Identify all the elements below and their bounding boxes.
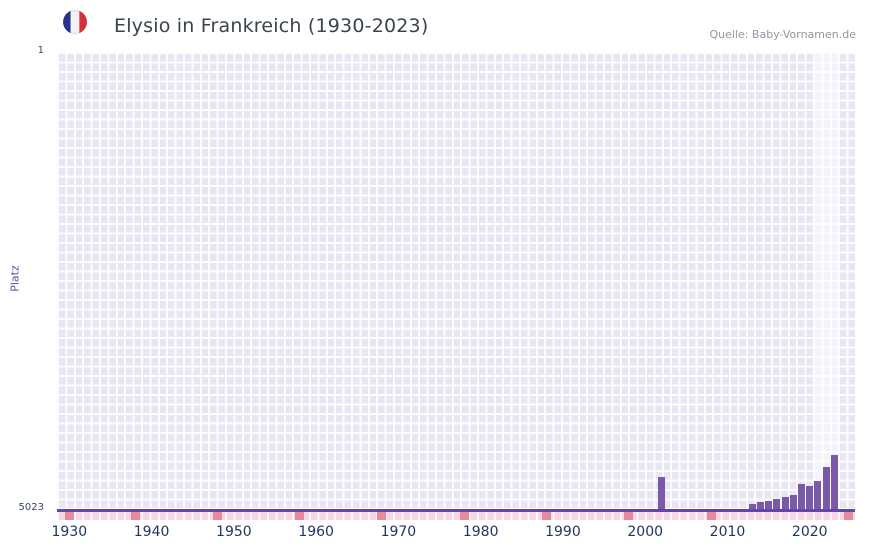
x-axis-ticks: 1930 1940 1950 1960 1970 1980 1990 2000 2010 2020 (52, 524, 855, 544)
strip-mark (130, 512, 140, 520)
rank-bar-2014[interactable] (756, 501, 764, 510)
x-axis-line (57, 509, 855, 512)
x-tick-label: 2000 (627, 524, 664, 540)
rank-bar-2023[interactable] (830, 455, 838, 510)
rank-bar-2002[interactable] (658, 476, 666, 510)
rank-bar-2013[interactable] (748, 503, 756, 510)
x-tick-label: 1970 (380, 524, 417, 540)
x-tick-label: 1950 (216, 524, 252, 540)
strip-mark (212, 512, 222, 520)
strip-mark (706, 512, 716, 520)
rank-bar-2020[interactable] (806, 486, 814, 510)
y-tick-top: 1 (37, 45, 44, 56)
strip-mark (541, 512, 551, 520)
x-tick-label: 1990 (545, 524, 581, 540)
bottom-strip (57, 512, 855, 520)
strip-mark (459, 512, 469, 520)
france-flag-icon (62, 9, 88, 35)
x-tick-label: 1960 (298, 524, 334, 540)
chart-title: Elysio in Frankreich (1930-2023) (114, 15, 429, 37)
rank-bar-2015[interactable] (765, 500, 773, 510)
x-tick-label: 1930 (51, 524, 88, 540)
strip-mark (64, 512, 74, 520)
x-tick-label: 2020 (791, 524, 828, 540)
rank-bar-2018[interactable] (789, 495, 797, 510)
rank-bar-2019[interactable] (798, 484, 806, 510)
highlight-band (813, 52, 839, 510)
rank-bar-2021[interactable] (814, 480, 822, 510)
rank-bar-2022[interactable] (822, 466, 830, 510)
rank-bar-2017[interactable] (781, 496, 789, 510)
x-tick-label: 1940 (133, 524, 170, 540)
y-tick-bottom: 5023 (18, 502, 44, 513)
strip-mark (295, 512, 305, 520)
rank-bar-2016[interactable] (773, 498, 781, 510)
x-tick-label: 1980 (462, 524, 499, 540)
plot-area[interactable] (57, 52, 855, 510)
strip-mark (377, 512, 387, 520)
x-tick-label: 2010 (709, 524, 746, 540)
y-axis-label: Platz (8, 265, 22, 292)
source-link[interactable]: Quelle: Baby-Vornamen.de (709, 28, 856, 41)
strip-mark (844, 512, 854, 520)
strip-mark (624, 512, 634, 520)
